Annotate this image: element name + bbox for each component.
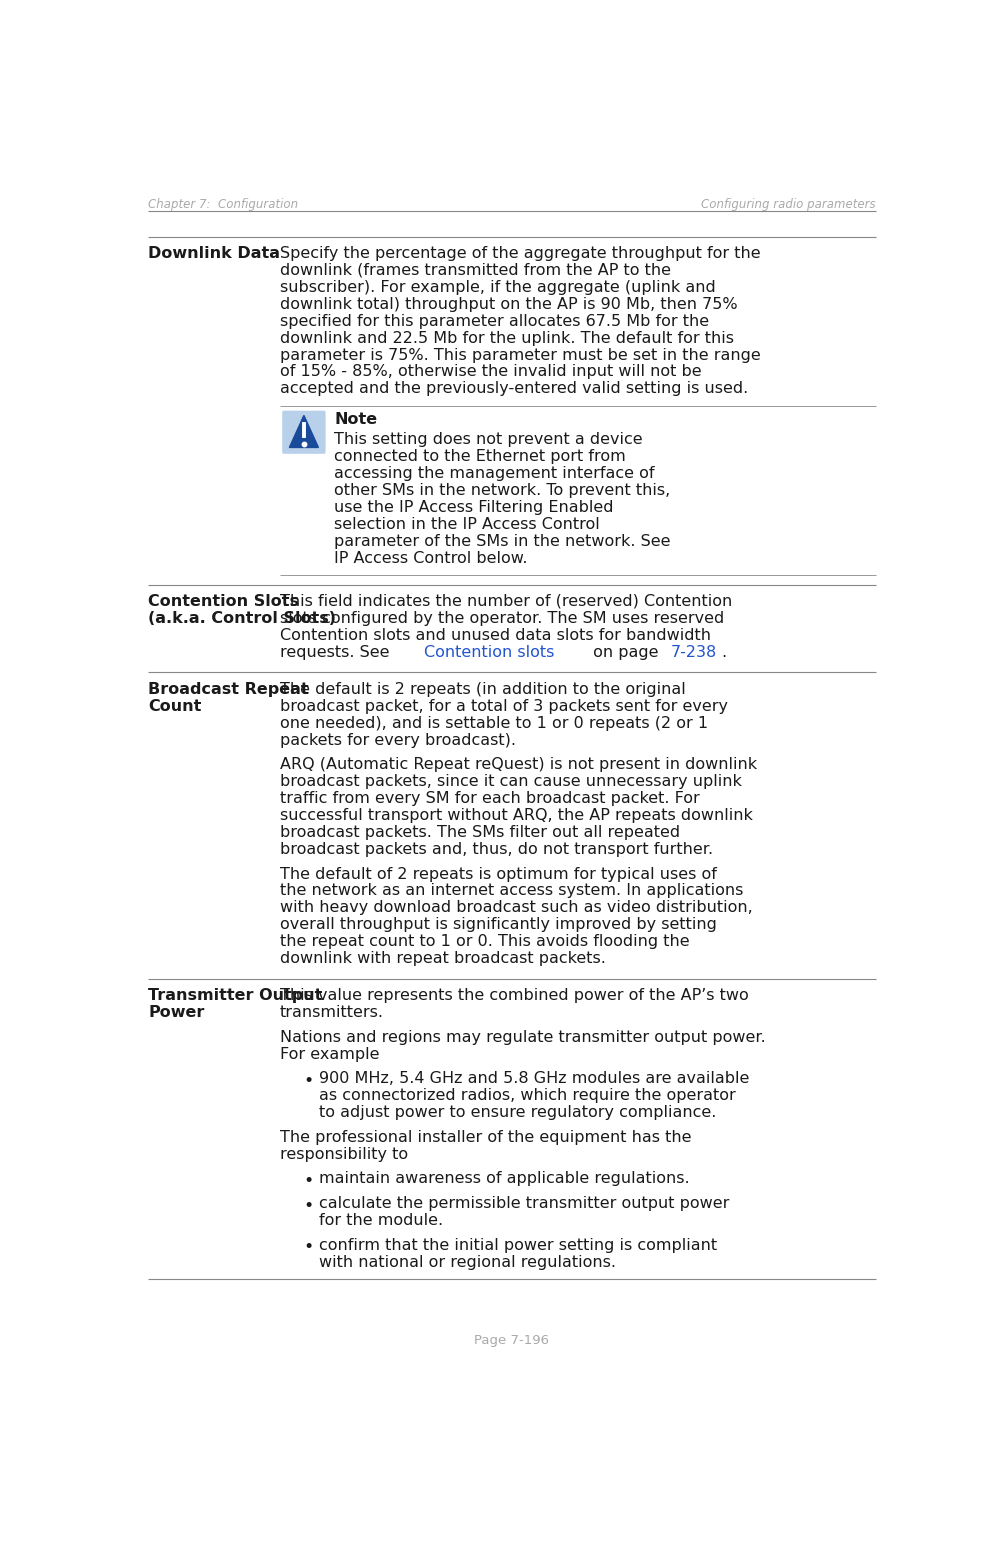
Text: Broadcast Repeat: Broadcast Repeat bbox=[148, 681, 309, 697]
Text: The professional installer of the equipment has the: The professional installer of the equipm… bbox=[280, 1130, 691, 1144]
Text: with national or regional regulations.: with national or regional regulations. bbox=[319, 1255, 615, 1269]
Text: broadcast packets, since it can cause unnecessary uplink: broadcast packets, since it can cause un… bbox=[280, 774, 741, 788]
Text: broadcast packets and, thus, do not transport further.: broadcast packets and, thus, do not tran… bbox=[280, 841, 713, 857]
Text: to adjust power to ensure regulatory compliance.: to adjust power to ensure regulatory com… bbox=[319, 1106, 716, 1120]
Text: use the IP Access Filtering Enabled: use the IP Access Filtering Enabled bbox=[334, 501, 613, 515]
Text: Count: Count bbox=[148, 698, 202, 714]
Text: other SMs in the network. To prevent this,: other SMs in the network. To prevent thi… bbox=[334, 484, 670, 498]
Text: parameter of the SMs in the network. See: parameter of the SMs in the network. See bbox=[334, 533, 670, 549]
Text: one needed), and is settable to 1 or 0 repeats (2 or 1: one needed), and is settable to 1 or 0 r… bbox=[280, 715, 708, 731]
Text: on page: on page bbox=[588, 645, 658, 659]
FancyBboxPatch shape bbox=[282, 411, 326, 454]
Text: with heavy download broadcast such as video distribution,: with heavy download broadcast such as vi… bbox=[280, 900, 752, 916]
Text: responsibility to: responsibility to bbox=[280, 1146, 408, 1162]
Text: ARQ (Automatic Repeat reQuest) is not present in downlink: ARQ (Automatic Repeat reQuest) is not pr… bbox=[280, 757, 757, 773]
Text: •: • bbox=[303, 1071, 314, 1090]
Text: calculate the permissible transmitter output power: calculate the permissible transmitter ou… bbox=[319, 1196, 729, 1211]
Text: packets for every broadcast).: packets for every broadcast). bbox=[280, 732, 515, 748]
Text: Downlink Data: Downlink Data bbox=[148, 246, 280, 261]
Text: (a.k.a. Control Slots): (a.k.a. Control Slots) bbox=[148, 611, 336, 625]
Text: .: . bbox=[721, 645, 727, 659]
Text: Contention slots and unused data slots for bandwidth: Contention slots and unused data slots f… bbox=[280, 628, 711, 642]
Text: of 15% - 85%, otherwise the invalid input will not be: of 15% - 85%, otherwise the invalid inpu… bbox=[280, 364, 701, 379]
Text: accessing the management interface of: accessing the management interface of bbox=[334, 466, 654, 480]
Text: slots configured by the operator. The SM uses reserved: slots configured by the operator. The SM… bbox=[280, 611, 724, 625]
Text: The default of 2 repeats is optimum for typical uses of: The default of 2 repeats is optimum for … bbox=[280, 866, 716, 882]
Text: Power: Power bbox=[148, 1005, 205, 1020]
Text: parameter is 75%. This parameter must be set in the range: parameter is 75%. This parameter must be… bbox=[280, 347, 760, 362]
Text: maintain awareness of applicable regulations.: maintain awareness of applicable regulat… bbox=[319, 1171, 689, 1186]
Text: Specify the percentage of the aggregate throughput for the: Specify the percentage of the aggregate … bbox=[280, 246, 760, 261]
Text: Note: Note bbox=[334, 412, 378, 428]
Text: the network as an internet access system. In applications: the network as an internet access system… bbox=[280, 883, 743, 899]
Text: subscriber). For example, if the aggregate (uplink and: subscriber). For example, if the aggrega… bbox=[280, 280, 715, 295]
Text: as connectorized radios, which require the operator: as connectorized radios, which require t… bbox=[319, 1088, 735, 1102]
Text: This value represents the combined power of the AP’s two: This value represents the combined power… bbox=[280, 987, 748, 1003]
Text: selection in the IP Access Control: selection in the IP Access Control bbox=[334, 516, 599, 532]
Text: transmitters.: transmitters. bbox=[280, 1005, 384, 1020]
Text: 900 MHz, 5.4 GHz and 5.8 GHz modules are available: 900 MHz, 5.4 GHz and 5.8 GHz modules are… bbox=[319, 1071, 749, 1087]
Text: •: • bbox=[303, 1238, 314, 1256]
Text: traffic from every SM for each broadcast packet. For: traffic from every SM for each broadcast… bbox=[280, 791, 699, 805]
Text: the repeat count to 1 or 0. This avoids flooding the: the repeat count to 1 or 0. This avoids … bbox=[280, 935, 689, 949]
Text: broadcast packet, for a total of 3 packets sent for every: broadcast packet, for a total of 3 packe… bbox=[280, 698, 728, 714]
Text: IP Access Control below.: IP Access Control below. bbox=[334, 550, 527, 566]
Text: confirm that the initial power setting is compliant: confirm that the initial power setting i… bbox=[319, 1238, 716, 1253]
Text: •: • bbox=[303, 1197, 314, 1214]
Text: specified for this parameter allocates 67.5 Mb for the: specified for this parameter allocates 6… bbox=[280, 314, 709, 328]
Text: Nations and regions may regulate transmitter output power.: Nations and regions may regulate transmi… bbox=[280, 1029, 765, 1045]
Text: overall throughput is significantly improved by setting: overall throughput is significantly impr… bbox=[280, 917, 716, 933]
Text: downlink with repeat broadcast packets.: downlink with repeat broadcast packets. bbox=[280, 952, 605, 966]
Text: 7-238: 7-238 bbox=[670, 645, 716, 659]
Text: For example: For example bbox=[280, 1047, 380, 1062]
Text: This setting does not prevent a device: This setting does not prevent a device bbox=[334, 432, 642, 448]
Text: Transmitter Output: Transmitter Output bbox=[148, 987, 323, 1003]
Text: Configuring radio parameters: Configuring radio parameters bbox=[701, 197, 876, 211]
Text: broadcast packets. The SMs filter out all repeated: broadcast packets. The SMs filter out al… bbox=[280, 826, 680, 840]
Text: connected to the Ethernet port from: connected to the Ethernet port from bbox=[334, 449, 626, 465]
Text: Chapter 7:  Configuration: Chapter 7: Configuration bbox=[148, 197, 299, 211]
Text: accepted and the previously-entered valid setting is used.: accepted and the previously-entered vali… bbox=[280, 381, 748, 397]
Text: requests. See: requests. See bbox=[280, 645, 395, 659]
Text: successful transport without ARQ, the AP repeats downlink: successful transport without ARQ, the AP… bbox=[280, 809, 753, 823]
Text: downlink and 22.5 Mb for the uplink. The default for this: downlink and 22.5 Mb for the uplink. The… bbox=[280, 331, 734, 345]
Text: downlink (frames transmitted from the AP to the: downlink (frames transmitted from the AP… bbox=[280, 263, 671, 278]
Text: for the module.: for the module. bbox=[319, 1213, 443, 1228]
Text: The default is 2 repeats (in addition to the original: The default is 2 repeats (in addition to… bbox=[280, 681, 685, 697]
Polygon shape bbox=[290, 415, 319, 448]
Text: Contention slots: Contention slots bbox=[424, 645, 554, 659]
Text: downlink total) throughput on the AP is 90 Mb, then 75%: downlink total) throughput on the AP is … bbox=[280, 297, 737, 311]
Text: This field indicates the number of (reserved) Contention: This field indicates the number of (rese… bbox=[280, 594, 732, 610]
Text: Contention Slots: Contention Slots bbox=[148, 594, 299, 610]
Text: Page 7-196: Page 7-196 bbox=[475, 1334, 549, 1347]
Text: •: • bbox=[303, 1172, 314, 1190]
